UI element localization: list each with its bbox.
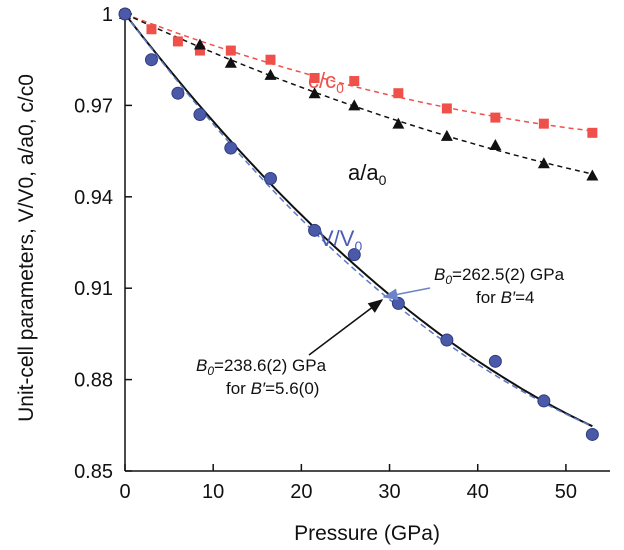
data-point-square <box>225 45 236 56</box>
y-tick-label: 0.94 <box>74 187 113 209</box>
x-ticks: 0 10 20 30 40 50 <box>119 464 577 503</box>
arrow-b4 <box>382 287 431 301</box>
data-point-square <box>538 118 549 129</box>
data-point-square <box>309 72 320 83</box>
data-point-circle <box>308 223 322 237</box>
x-tick-label: 0 <box>119 481 130 503</box>
svg-text:B0=238.6(2) GPa: B0=238.6(2) GPa <box>196 356 327 378</box>
x-tick-label: 20 <box>290 481 312 503</box>
x-axis-title: Pressure (GPa) <box>294 522 440 545</box>
data-point-triangle <box>308 87 321 99</box>
svg-text:for B′=4: for B′=4 <box>476 288 534 307</box>
data-point-triangle <box>348 99 361 111</box>
series-label-v: V/V0 <box>319 226 362 254</box>
data-point-triangle <box>392 117 405 129</box>
data-point-circle <box>118 7 132 21</box>
y-ticks: 0.85 0.88 0.91 0.94 0.97 1 <box>74 4 132 483</box>
data-point-square <box>146 24 157 35</box>
data-point-circle <box>224 141 238 155</box>
annotation-b56: B0=238.6(2) GPa for B′=5.6(0) <box>196 299 384 398</box>
x-tick-label: 50 <box>555 481 577 503</box>
data-point-square <box>194 45 205 56</box>
data-point-square <box>587 127 598 138</box>
data-point-triangle <box>440 129 453 141</box>
annotation-b4: B0=262.5(2) GPa for B′=4 <box>382 265 565 307</box>
fit-line-a <box>124 13 593 175</box>
data-point-circle <box>193 108 207 122</box>
x-tick-label: 40 <box>467 481 489 503</box>
data-point-square <box>349 76 360 87</box>
data-point-circle <box>347 248 361 262</box>
svg-text:for B′=5.6(0): for B′=5.6(0) <box>226 379 319 398</box>
data-point-triangle <box>264 68 277 80</box>
fit-line-c <box>124 13 593 132</box>
data-point-square <box>441 103 452 114</box>
y-axis-title: Unit-cell parameters, V/V0, a/a0, c/c0 <box>15 74 38 422</box>
data-point-circle <box>171 86 185 100</box>
data-point-square <box>172 36 183 47</box>
data-point-square <box>490 112 501 123</box>
data-point-triangle <box>489 139 502 151</box>
arrow-b56 <box>308 299 384 356</box>
data-point-triangle <box>586 169 599 181</box>
x-tick-label: 10 <box>202 481 224 503</box>
data-point-triangle <box>537 157 550 169</box>
data-point-circle <box>585 427 599 441</box>
y-tick-label: 0.91 <box>74 278 113 300</box>
data-point-circle <box>144 53 158 67</box>
x-tick-label: 30 <box>378 481 400 503</box>
data-point-circle <box>440 333 454 347</box>
y-tick-label: 0.97 <box>74 95 113 117</box>
data-point-square <box>265 54 276 65</box>
data-point-circle <box>264 172 277 186</box>
data-point-triangle <box>193 38 206 50</box>
data-point-circle <box>488 354 502 368</box>
series-label-a: a/a0 <box>348 160 387 188</box>
svg-text:B0=262.5(2) GPa: B0=262.5(2) GPa <box>434 265 565 287</box>
y-tick-label: 1 <box>102 4 113 26</box>
series-label-c: c/c0 <box>308 68 344 96</box>
data-point-circle <box>537 394 551 408</box>
data-markers <box>118 7 599 441</box>
y-tick-label: 0.85 <box>74 461 113 483</box>
data-point-triangle <box>224 56 237 68</box>
data-point-circle <box>391 296 405 310</box>
y-tick-label: 0.88 <box>74 370 113 392</box>
data-point-square <box>393 88 404 99</box>
plot-area: 0 10 20 30 40 50 0.85 0.88 0.91 0.94 0.97 1 <box>74 4 610 503</box>
